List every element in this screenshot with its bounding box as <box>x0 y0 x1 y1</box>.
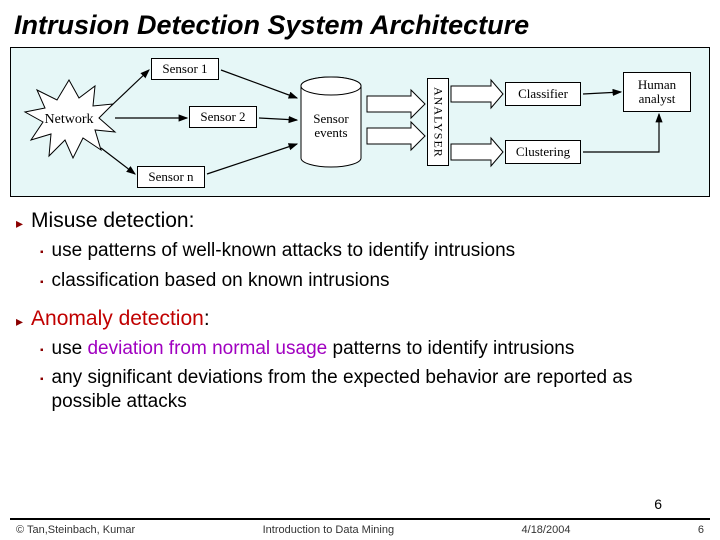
sensor-1-node: Sensor 1 <box>151 58 219 80</box>
sensor-2-node: Sensor 2 <box>189 106 257 128</box>
human-analyst-node: Humananalyst <box>623 72 691 112</box>
slide-title: Intrusion Detection System Architecture <box>0 0 720 47</box>
misuse-sub-1: ▪ use patterns of well-known attacks to … <box>40 239 704 263</box>
sensor-n-node: Sensor n <box>137 166 205 188</box>
footer-num: 6 <box>698 524 704 536</box>
sub-marker-icon: ▪ <box>40 374 44 387</box>
bullet-content: ▸ Misuse detection: ▪ use patterns of we… <box>0 197 720 414</box>
misuse-label: Misuse detection: <box>31 209 194 233</box>
anomaly-sub-1: ▪ use deviation from normal usage patter… <box>40 337 704 361</box>
misuse-sub-2: ▪ classification based on known intrusio… <box>40 269 704 293</box>
analyser-node: ANALYSER <box>427 78 449 166</box>
sub-marker-icon: ▪ <box>40 247 44 260</box>
classifier-node: Classifier <box>505 82 581 106</box>
slide-footer: © Tan,Steinbach, Kumar Introduction to D… <box>10 518 710 540</box>
analyser-label: ANALYSER <box>431 87 446 158</box>
sensor-events-cylinder: Sensorevents <box>299 76 363 168</box>
footer-left: © Tan,Steinbach, Kumar <box>16 524 135 536</box>
anomaly-label: Anomaly detection: <box>31 307 210 331</box>
anomaly-bullet: ▸ Anomaly detection: <box>16 307 704 331</box>
footer-date: 4/18/2004 <box>522 524 571 536</box>
footer-center: Introduction to Data Mining <box>263 524 394 536</box>
network-label: Network <box>45 112 94 128</box>
sub-marker-icon: ▪ <box>40 345 44 358</box>
page-number: 6 <box>654 496 662 512</box>
bullet-marker-icon: ▸ <box>16 215 23 232</box>
anomaly-sub-2: ▪ any significant deviations from the ex… <box>40 366 704 414</box>
misuse-bullet: ▸ Misuse detection: <box>16 209 704 233</box>
architecture-diagram: Network Sensor 1 Sensor 2 Sensor n Senso… <box>10 47 710 197</box>
sub-marker-icon: ▪ <box>40 277 44 290</box>
bullet-marker-icon: ▸ <box>16 313 23 330</box>
cylinder-label: Sensorevents <box>299 112 363 141</box>
clustering-node: Clustering <box>505 140 581 164</box>
network-node: Network <box>21 78 117 162</box>
